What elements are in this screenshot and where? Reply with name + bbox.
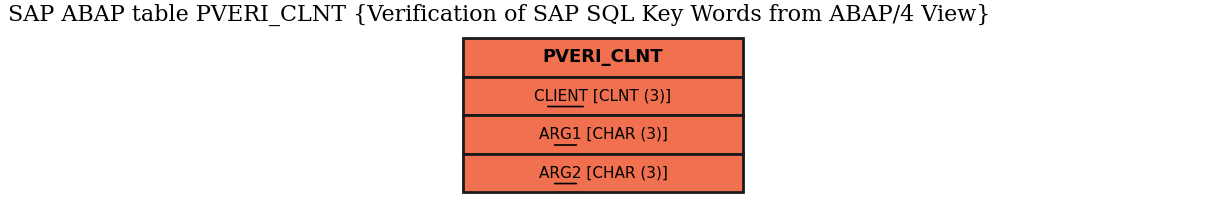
Text: CLIENT [CLNT (3)]: CLIENT [CLNT (3)]: [535, 88, 671, 103]
Bar: [463, 153, 744, 192]
Bar: [463, 76, 744, 115]
Text: ARG1 [CHAR (3)]: ARG1 [CHAR (3)]: [538, 127, 667, 142]
Bar: [463, 38, 744, 76]
Text: PVERI_CLNT: PVERI_CLNT: [543, 48, 664, 66]
Text: ARG2 [CHAR (3)]: ARG2 [CHAR (3)]: [538, 165, 667, 180]
Bar: [463, 115, 744, 153]
Text: SAP ABAP table PVERI_CLNT {Verification of SAP SQL Key Words from ABAP/4 View}: SAP ABAP table PVERI_CLNT {Verification …: [8, 4, 991, 26]
